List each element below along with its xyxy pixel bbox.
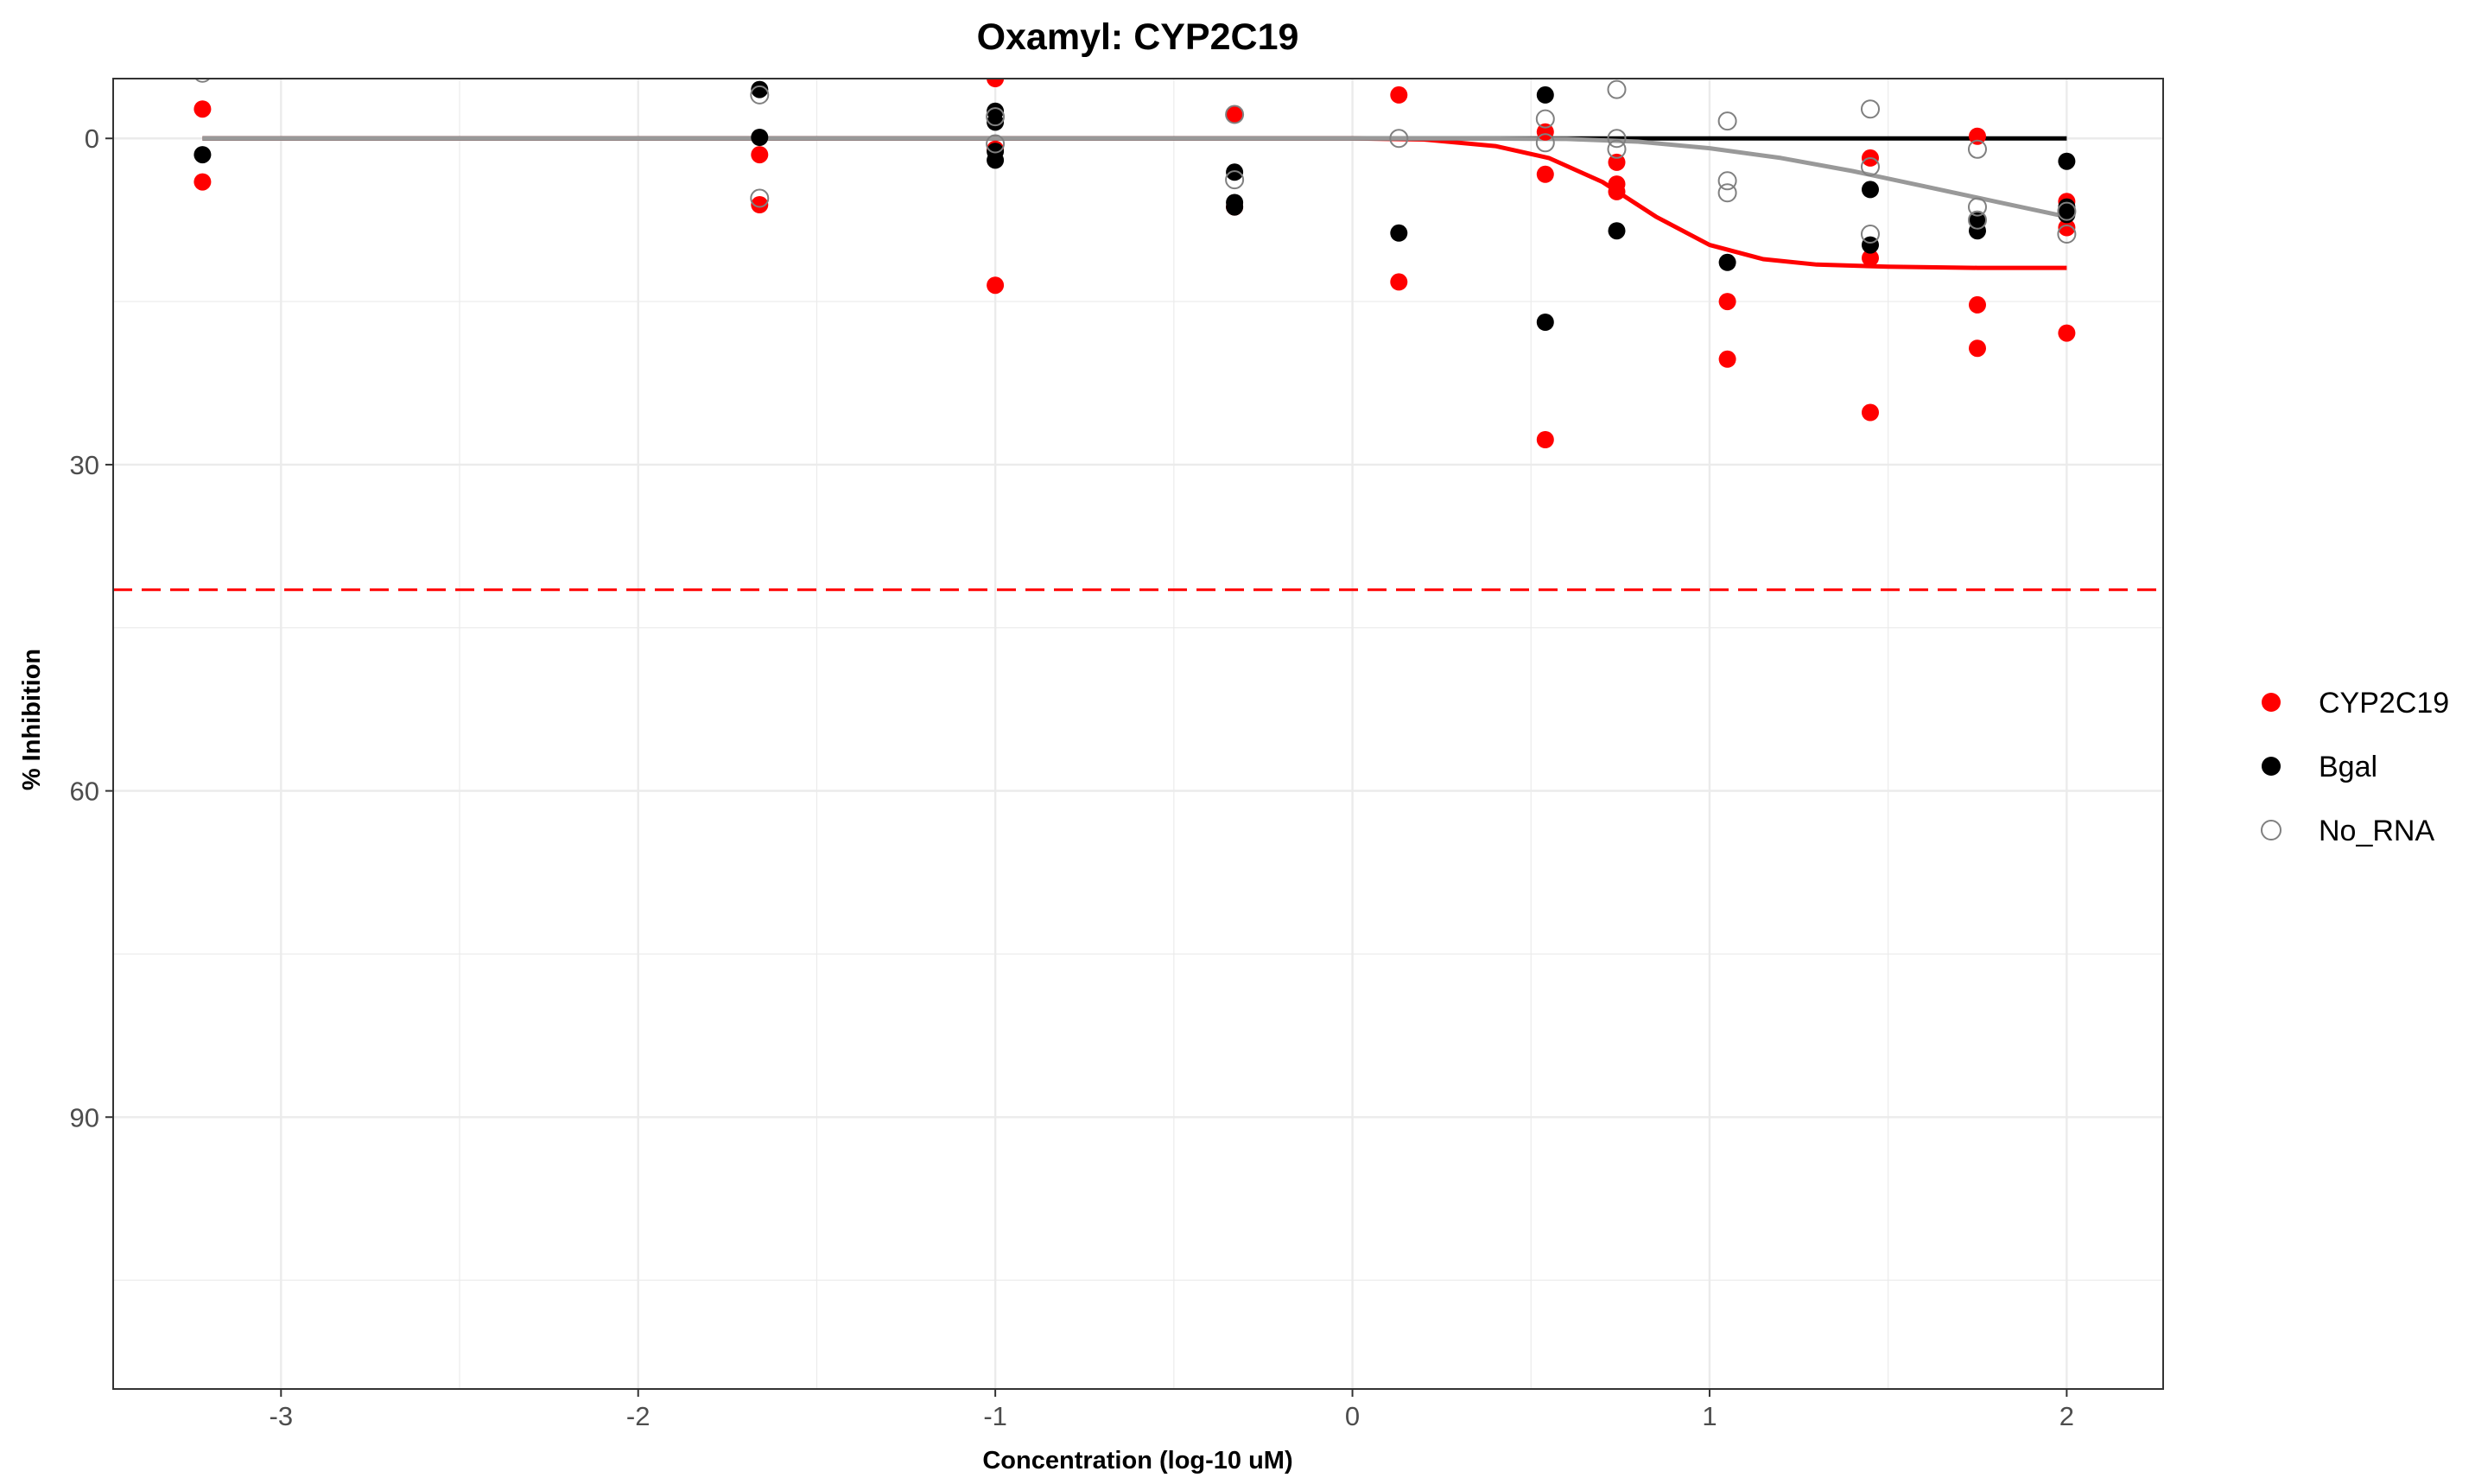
legend-label-no-rna: No_RNA <box>2319 815 2434 847</box>
x-tick-label: 0 <box>1345 1401 1360 1431</box>
data-point-cyp2c19 <box>1862 403 1879 422</box>
data-point-cyp2c19 <box>1390 273 1408 291</box>
y-axis-ticks: 0 30 60 90 <box>70 124 113 1132</box>
data-point-bgal <box>194 146 212 164</box>
data-point-bgal <box>751 80 769 98</box>
data-point-bgal <box>1608 222 1626 240</box>
data-point-no-rna <box>986 107 1006 127</box>
data-point-cyp2c19 <box>2058 219 2076 237</box>
data-point-cyp2c19 <box>1718 293 1736 311</box>
data-point-cyp2c19 <box>987 79 1005 87</box>
data-point-cyp2c19 <box>751 196 769 213</box>
x-axis-title: Concentration (log-10 uM) <box>982 1447 1292 1474</box>
data-point-bgal <box>1969 222 1986 240</box>
data-point-cyp2c19 <box>1969 339 1986 358</box>
legend: CYP2C19 Bgal No_RNA <box>2261 687 2449 847</box>
data-point-cyp2c19 <box>1608 153 1626 171</box>
x-tick-label: 2 <box>2059 1401 2074 1431</box>
data-point-no-rna <box>986 134 1006 154</box>
major-gridlines <box>113 79 2163 1389</box>
data-point-bgal <box>1226 163 1244 181</box>
legend-key-no-rna <box>2261 820 2281 840</box>
y-tick-label: 90 <box>70 1102 99 1132</box>
x-tick-label: -2 <box>626 1401 650 1431</box>
data-point-no-rna <box>1968 139 1987 159</box>
data-point-no-rna <box>1607 129 1627 149</box>
data-points <box>194 79 2077 448</box>
data-point-bgal <box>987 113 1005 131</box>
data-point-cyp2c19 <box>1226 105 1244 124</box>
data-point-bgal <box>1536 314 1554 331</box>
data-point-bgal <box>1862 181 1879 199</box>
data-point-no-rna <box>1225 105 1245 124</box>
data-point-bgal <box>1536 86 1554 104</box>
data-point-cyp2c19 <box>1608 182 1626 200</box>
data-point-bgal <box>751 129 769 146</box>
data-point-bgal <box>1390 224 1408 242</box>
minor-gridlines <box>113 79 2163 1389</box>
data-point-cyp2c19 <box>1536 431 1554 448</box>
data-point-cyp2c19 <box>751 146 769 164</box>
data-point-no-rna <box>1861 225 1880 244</box>
x-tick-label: -3 <box>270 1401 294 1431</box>
data-point-no-rna <box>1717 171 1737 191</box>
data-point-bgal <box>1226 198 1244 216</box>
plot-panel-border <box>112 78 2164 1390</box>
data-point-bgal <box>2058 152 2076 170</box>
legend-key-cyp2c19 <box>2262 693 2281 712</box>
data-point-cyp2c19 <box>1536 165 1554 183</box>
legend-key-bgal <box>2262 757 2281 776</box>
data-point-cyp2c19 <box>1969 295 1986 314</box>
data-point-no-rna <box>1968 210 1987 230</box>
data-point-no-rna <box>2057 201 2077 221</box>
data-point-no-rna <box>750 188 770 208</box>
data-point-no-rna <box>1607 79 1627 99</box>
data-point-cyp2c19 <box>194 100 212 118</box>
data-point-cyp2c19 <box>194 173 212 191</box>
fit-curve-no-rna <box>202 136 2067 219</box>
y-tick-label: 0 <box>85 124 99 154</box>
x-axis-ticks: -3 -2 -1 0 1 2 <box>270 1389 2074 1431</box>
data-point-bgal <box>987 151 1005 169</box>
data-point-bgal <box>1862 236 1879 254</box>
data-point-no-rna <box>2057 225 2077 244</box>
chart-title: Oxamyl: CYP2C19 <box>977 16 1299 58</box>
data-point-no-rna <box>1717 183 1737 203</box>
data-point-cyp2c19 <box>1862 249 1879 267</box>
fitted-curves <box>202 136 2067 270</box>
data-point-no-rna <box>1535 133 1555 153</box>
data-point-bgal <box>1718 253 1736 271</box>
x-tick-label: 1 <box>1702 1401 1717 1431</box>
data-point-cyp2c19 <box>987 276 1005 295</box>
data-point-no-rna <box>194 79 211 83</box>
data-point-cyp2c19 <box>1718 350 1736 368</box>
data-point-no-rna <box>1861 99 1880 119</box>
data-point-no-rna <box>1535 109 1555 129</box>
data-point-no-rna <box>1607 139 1627 159</box>
x-tick-label: -1 <box>983 1401 1007 1431</box>
legend-label-bgal: Bgal <box>2319 751 2377 783</box>
data-point-no-rna <box>750 85 770 105</box>
data-point-no-rna <box>1968 197 1987 217</box>
data-point-no-rna <box>1389 129 1409 149</box>
data-point-cyp2c19 <box>1390 86 1408 104</box>
data-point-no-rna <box>1861 157 1880 176</box>
y-tick-label: 60 <box>70 777 99 807</box>
y-axis-title: % Inhibition <box>18 649 46 790</box>
data-point-cyp2c19 <box>1969 127 1986 145</box>
legend-label-cyp2c19: CYP2C19 <box>2319 687 2449 720</box>
data-point-no-rna <box>1225 170 1245 190</box>
data-point-cyp2c19 <box>2058 324 2076 342</box>
data-point-no-rna <box>1717 111 1737 131</box>
y-tick-label: 30 <box>70 450 99 480</box>
